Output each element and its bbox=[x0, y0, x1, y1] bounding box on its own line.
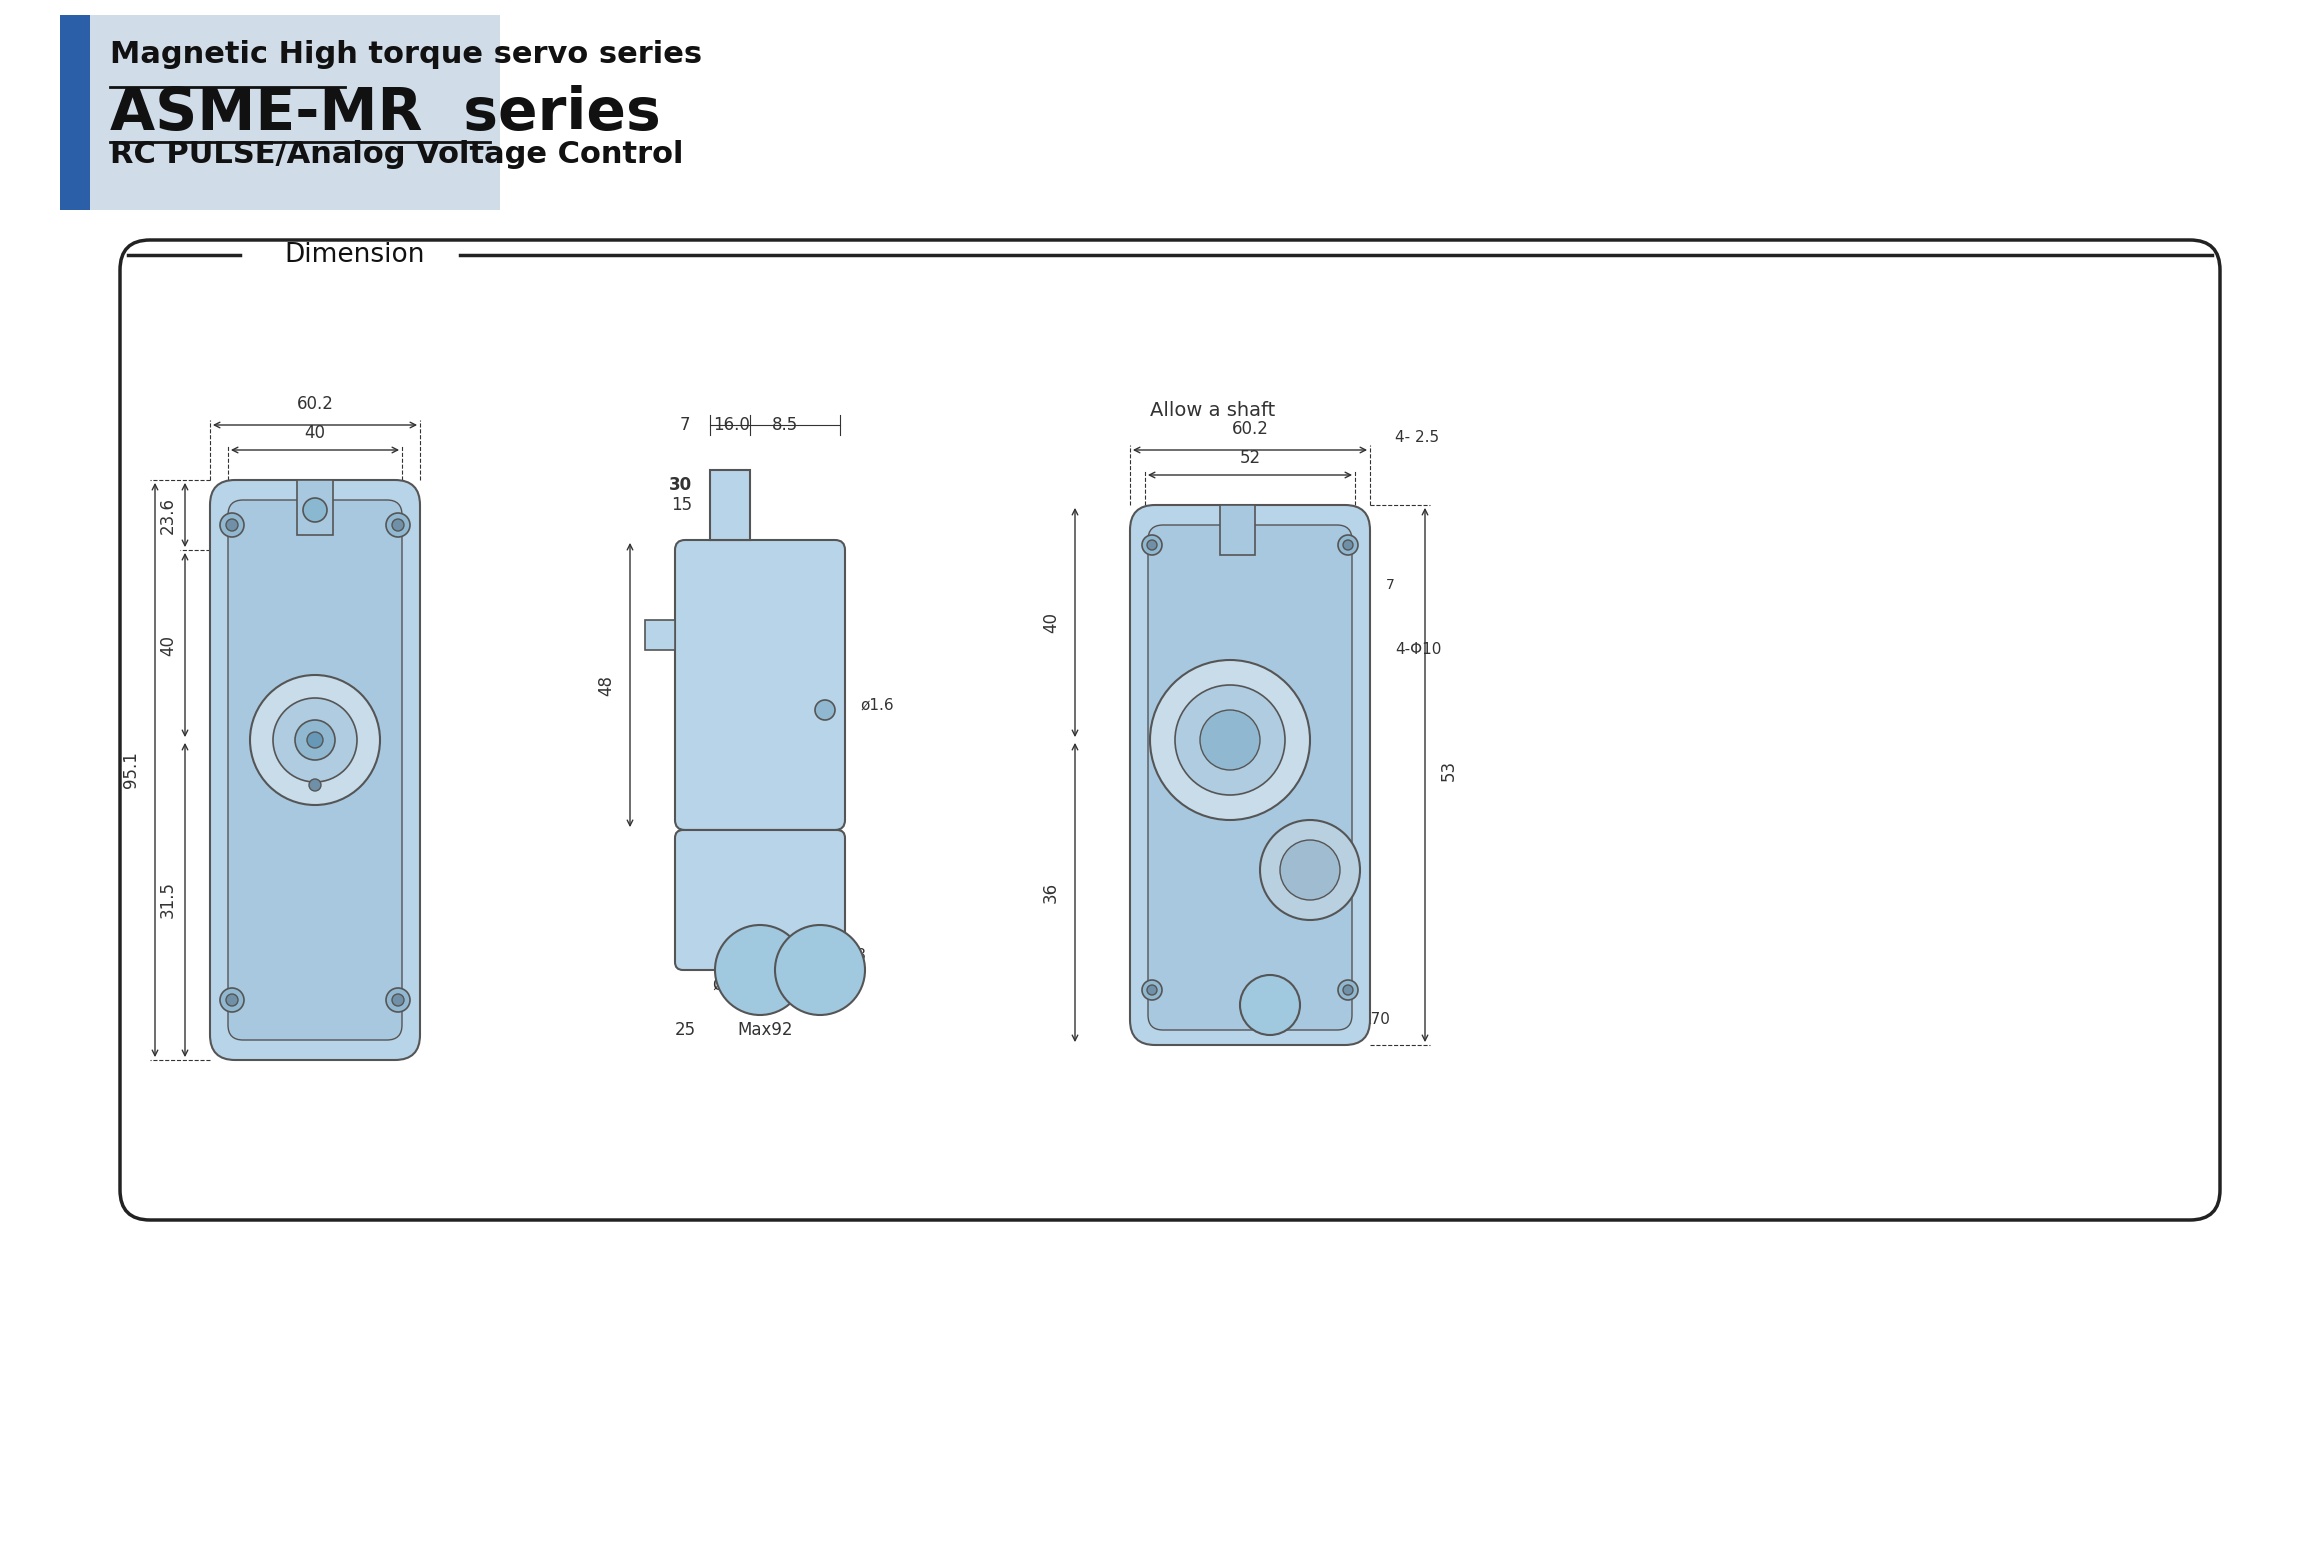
FancyBboxPatch shape bbox=[60, 16, 90, 209]
Text: 60.2: 60.2 bbox=[297, 395, 334, 412]
Circle shape bbox=[1150, 660, 1311, 820]
Circle shape bbox=[1343, 539, 1352, 550]
FancyBboxPatch shape bbox=[297, 480, 334, 535]
Text: 23.6: 23.6 bbox=[159, 496, 177, 533]
Circle shape bbox=[1240, 975, 1299, 1035]
Circle shape bbox=[774, 925, 864, 1015]
Text: 35: 35 bbox=[1230, 518, 1249, 532]
Text: 52: 52 bbox=[1240, 449, 1260, 467]
FancyBboxPatch shape bbox=[1147, 525, 1352, 1031]
Circle shape bbox=[816, 701, 834, 721]
Circle shape bbox=[1260, 820, 1359, 921]
Circle shape bbox=[1147, 539, 1157, 550]
Text: 60.2: 60.2 bbox=[1233, 420, 1270, 439]
FancyBboxPatch shape bbox=[675, 829, 846, 970]
Circle shape bbox=[219, 513, 244, 536]
Circle shape bbox=[306, 732, 323, 749]
Circle shape bbox=[392, 994, 403, 1006]
FancyBboxPatch shape bbox=[228, 501, 401, 1040]
Text: 4-M4: 4-M4 bbox=[240, 843, 279, 857]
Circle shape bbox=[219, 987, 244, 1012]
Text: 16: 16 bbox=[306, 493, 325, 507]
Text: 8.5: 8.5 bbox=[772, 415, 797, 434]
Text: R70: R70 bbox=[1359, 1012, 1389, 1028]
Text: ø1.6: ø1.6 bbox=[859, 698, 894, 713]
FancyBboxPatch shape bbox=[1129, 505, 1371, 1045]
Text: 7: 7 bbox=[680, 415, 691, 434]
Circle shape bbox=[226, 519, 237, 532]
Text: Ø35.8: Ø35.8 bbox=[712, 978, 758, 992]
Text: Max92: Max92 bbox=[737, 1021, 793, 1038]
Circle shape bbox=[304, 498, 327, 522]
Text: R70: R70 bbox=[329, 1037, 359, 1052]
Text: ø8: ø8 bbox=[320, 711, 336, 725]
Text: 15: 15 bbox=[670, 496, 691, 515]
Circle shape bbox=[295, 721, 334, 760]
Circle shape bbox=[251, 674, 380, 804]
Text: 48: 48 bbox=[597, 674, 615, 696]
FancyBboxPatch shape bbox=[60, 16, 500, 209]
Circle shape bbox=[1175, 685, 1286, 795]
Text: Magnetic High torque servo series: Magnetic High torque servo series bbox=[111, 40, 703, 70]
Text: 16.0: 16.0 bbox=[714, 415, 751, 434]
Text: 7: 7 bbox=[1385, 578, 1394, 592]
Text: 95.1: 95.1 bbox=[122, 752, 141, 789]
Text: 40: 40 bbox=[1041, 612, 1060, 632]
Text: RC PULSE/Analog Voltage Control: RC PULSE/Analog Voltage Control bbox=[111, 140, 684, 169]
FancyBboxPatch shape bbox=[0, 0, 2304, 220]
Circle shape bbox=[1147, 984, 1157, 995]
FancyBboxPatch shape bbox=[710, 470, 751, 539]
Circle shape bbox=[1343, 984, 1352, 995]
Text: 53: 53 bbox=[1440, 760, 1458, 781]
Circle shape bbox=[714, 925, 804, 1015]
Circle shape bbox=[1339, 980, 1357, 1000]
Text: 31.5: 31.5 bbox=[159, 882, 177, 919]
Circle shape bbox=[1143, 535, 1161, 555]
Text: 30: 30 bbox=[668, 476, 691, 494]
Circle shape bbox=[1143, 980, 1161, 1000]
Text: Ø35.8: Ø35.8 bbox=[820, 947, 866, 963]
Circle shape bbox=[226, 994, 237, 1006]
FancyBboxPatch shape bbox=[645, 620, 675, 649]
FancyBboxPatch shape bbox=[1221, 505, 1256, 555]
Text: 40: 40 bbox=[159, 634, 177, 656]
Text: 36: 36 bbox=[1041, 882, 1060, 904]
Text: 40: 40 bbox=[304, 425, 325, 442]
Text: 57: 57 bbox=[749, 891, 770, 908]
Circle shape bbox=[272, 698, 357, 783]
Text: Ø35.8: Ø35.8 bbox=[1242, 1017, 1288, 1032]
Text: 4-Φ10: 4-Φ10 bbox=[1394, 643, 1442, 657]
FancyBboxPatch shape bbox=[210, 480, 419, 1060]
Circle shape bbox=[387, 987, 410, 1012]
Text: 4-ø10: 4-ø10 bbox=[233, 1015, 276, 1029]
FancyBboxPatch shape bbox=[675, 539, 846, 829]
Text: 6: 6 bbox=[325, 758, 334, 772]
Text: 25: 25 bbox=[675, 1021, 696, 1038]
Circle shape bbox=[1339, 535, 1357, 555]
Circle shape bbox=[392, 519, 403, 532]
Text: Allow a shaft: Allow a shaft bbox=[1150, 400, 1274, 420]
Circle shape bbox=[387, 513, 410, 536]
Circle shape bbox=[1281, 840, 1341, 901]
Text: ASME-MR  series: ASME-MR series bbox=[111, 85, 661, 143]
Text: 17.5: 17.5 bbox=[1175, 529, 1205, 542]
Circle shape bbox=[309, 780, 320, 790]
Text: Dimension: Dimension bbox=[286, 242, 426, 268]
Circle shape bbox=[1200, 710, 1260, 770]
Text: 4- 2.5: 4- 2.5 bbox=[1394, 431, 1440, 445]
